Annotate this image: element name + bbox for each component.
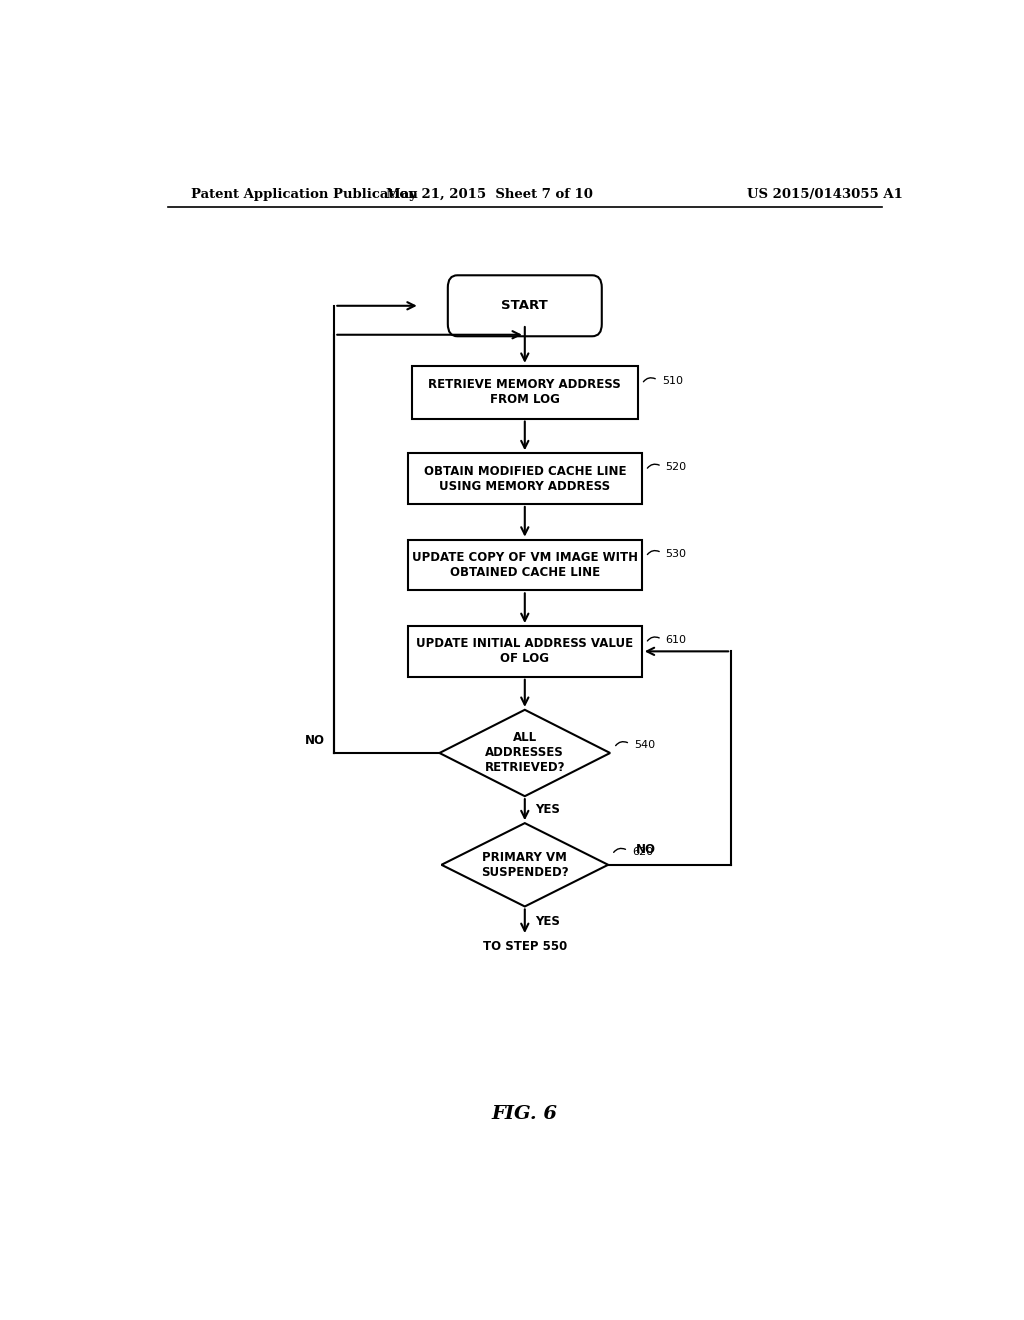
Text: 520: 520 — [666, 462, 687, 473]
Text: US 2015/0143055 A1: US 2015/0143055 A1 — [748, 189, 903, 202]
Text: FIG. 6: FIG. 6 — [492, 1105, 558, 1123]
FancyBboxPatch shape — [447, 276, 602, 337]
Text: YES: YES — [536, 915, 560, 928]
FancyBboxPatch shape — [408, 626, 642, 677]
Text: 510: 510 — [662, 376, 683, 385]
Text: May 21, 2015  Sheet 7 of 10: May 21, 2015 Sheet 7 of 10 — [386, 189, 593, 202]
Polygon shape — [441, 824, 608, 907]
Text: NO: NO — [304, 734, 325, 747]
FancyBboxPatch shape — [408, 453, 642, 504]
Text: ALL
ADDRESSES
RETRIEVED?: ALL ADDRESSES RETRIEVED? — [484, 731, 565, 775]
FancyBboxPatch shape — [408, 540, 642, 590]
FancyBboxPatch shape — [412, 366, 638, 418]
Text: 620: 620 — [632, 846, 653, 857]
Text: UPDATE COPY OF VM IMAGE WITH
OBTAINED CACHE LINE: UPDATE COPY OF VM IMAGE WITH OBTAINED CA… — [412, 550, 638, 579]
Text: OBTAIN MODIFIED CACHE LINE
USING MEMORY ADDRESS: OBTAIN MODIFIED CACHE LINE USING MEMORY … — [424, 465, 626, 492]
Text: START: START — [502, 300, 548, 313]
Text: 610: 610 — [666, 635, 687, 645]
Polygon shape — [439, 710, 610, 796]
Text: YES: YES — [536, 803, 560, 816]
Text: TO STEP 550: TO STEP 550 — [482, 940, 567, 953]
Text: PRIMARY VM
SUSPENDED?: PRIMARY VM SUSPENDED? — [481, 851, 568, 879]
Text: NO: NO — [636, 843, 656, 857]
Text: 540: 540 — [634, 741, 655, 750]
Text: RETRIEVE MEMORY ADDRESS
FROM LOG: RETRIEVE MEMORY ADDRESS FROM LOG — [428, 378, 622, 407]
Text: 530: 530 — [666, 549, 687, 558]
Text: UPDATE INITIAL ADDRESS VALUE
OF LOG: UPDATE INITIAL ADDRESS VALUE OF LOG — [416, 638, 634, 665]
Text: Patent Application Publication: Patent Application Publication — [191, 189, 418, 202]
